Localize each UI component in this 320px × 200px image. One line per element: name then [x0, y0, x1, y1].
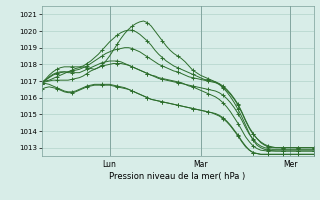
X-axis label: Pression niveau de la mer( hPa ): Pression niveau de la mer( hPa ) [109, 172, 246, 181]
